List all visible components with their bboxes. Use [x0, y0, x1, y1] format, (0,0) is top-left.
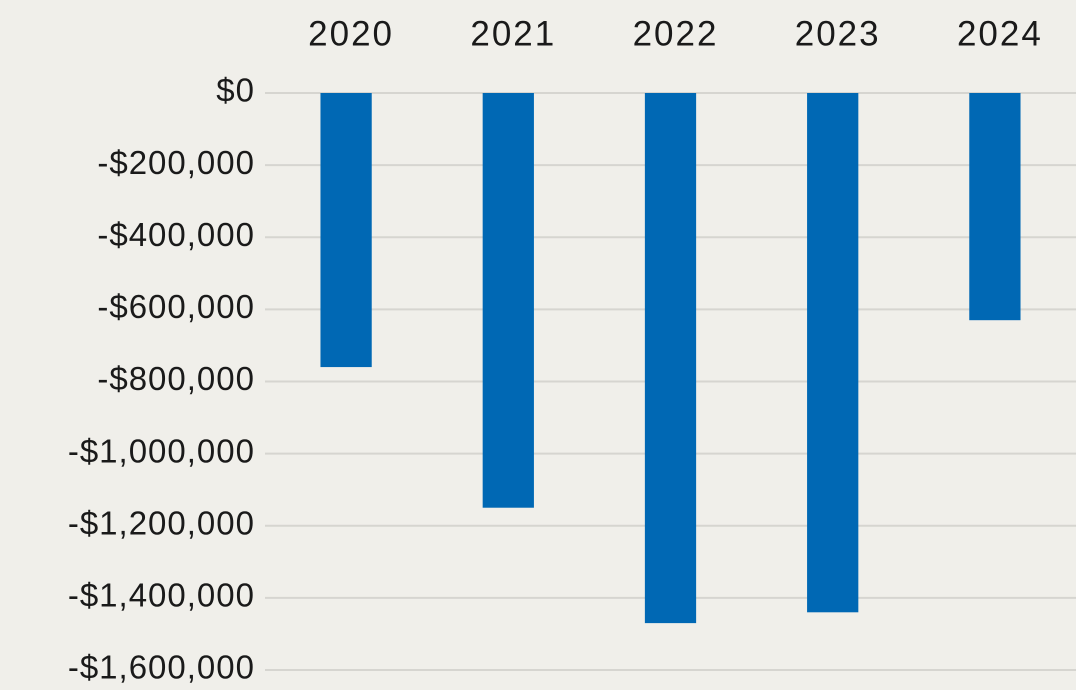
bar	[482, 93, 534, 508]
y-tick-label: -$600,000	[97, 288, 255, 325]
x-tick-label: 2021	[470, 14, 556, 53]
y-tick-label: -$1,200,000	[68, 504, 255, 541]
y-tick-label: -$800,000	[97, 360, 255, 397]
y-tick-label: -$1,400,000	[68, 577, 255, 614]
x-tick-label: 2023	[795, 14, 881, 53]
y-tick-label: -$1,000,000	[68, 432, 255, 469]
x-tick-label: 2020	[308, 14, 394, 53]
bar	[807, 93, 859, 613]
y-tick-label: -$1,600,000	[68, 649, 255, 686]
bar	[320, 93, 372, 368]
y-tick-label: -$200,000	[97, 144, 255, 181]
y-tick-label: -$400,000	[97, 216, 255, 253]
x-tick-label: 2024	[957, 14, 1043, 53]
bar	[644, 93, 697, 624]
x-tick-label: 2022	[633, 14, 719, 53]
y-tick-label: $0	[216, 72, 255, 109]
bar	[969, 93, 1021, 321]
